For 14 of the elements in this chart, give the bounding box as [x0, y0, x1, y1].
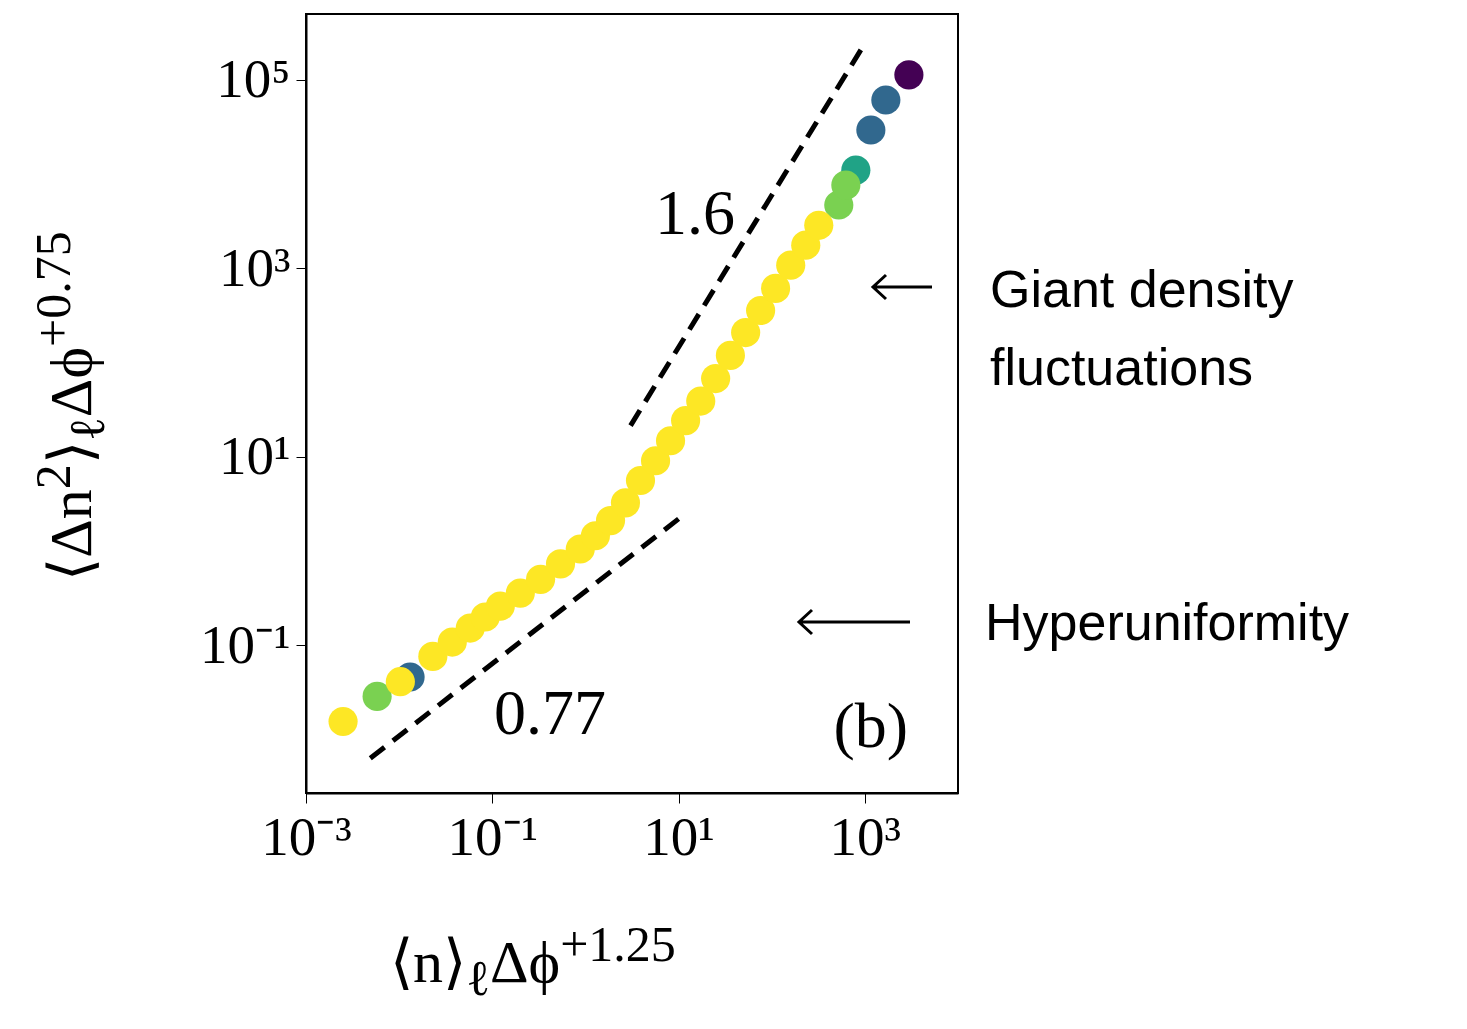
x-axis-title: ⟨n⟩$_{ℓ}$Δϕ$^{+1.25}$ — [390, 915, 676, 1007]
y-tick-label: 10¹ — [219, 425, 291, 487]
x-tick-label: 10¹ — [643, 805, 715, 867]
y-tick-label: 10⁻¹ — [200, 613, 291, 675]
annotation: (b) — [833, 690, 908, 761]
text: Giant density fluctuations — [990, 259, 1295, 398]
annotation: 1.6 — [655, 177, 735, 248]
x-tick-label: 10⁻³ — [261, 805, 352, 867]
text: Hyperuniformity — [985, 592, 1351, 653]
x-tick-label: 10⁻¹ — [447, 805, 539, 867]
y-tick-label: 10⁵ — [216, 48, 291, 110]
y-tick-label: 10³ — [219, 236, 291, 298]
x-tick-label: 10³ — [829, 805, 902, 867]
annotation: 0.77 — [494, 677, 606, 748]
